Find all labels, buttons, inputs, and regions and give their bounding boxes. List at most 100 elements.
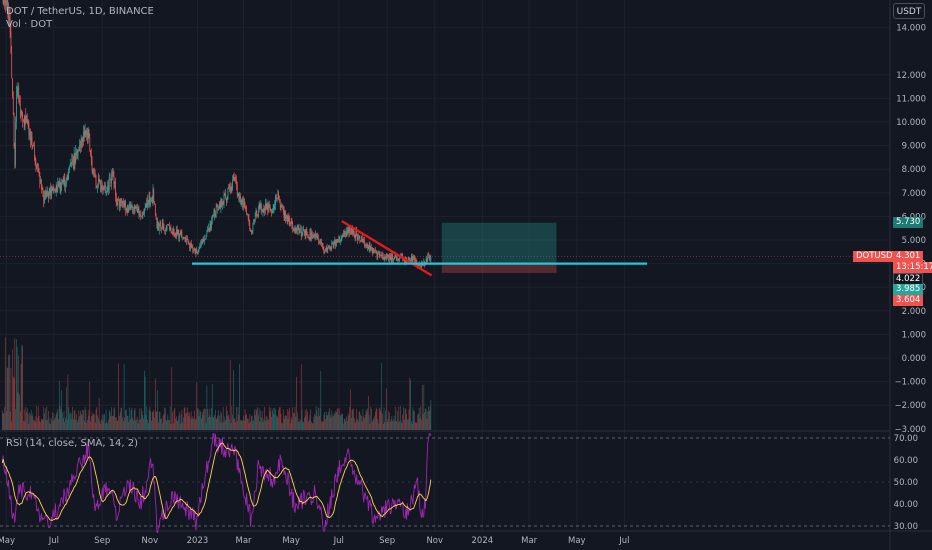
candle-body	[149, 196, 151, 205]
candle-body	[169, 227, 171, 229]
volume-bar	[101, 414, 103, 430]
volume-bar	[216, 418, 218, 430]
candle-body	[229, 184, 231, 191]
candle-body	[201, 241, 203, 244]
candle-body	[223, 193, 225, 205]
candle-body	[29, 130, 31, 136]
volume-bar	[353, 408, 354, 430]
volume-bar	[47, 419, 48, 430]
volume-bar	[386, 422, 388, 430]
volume-bar	[333, 413, 335, 430]
volume-bar	[41, 419, 43, 430]
volume-bar	[236, 406, 237, 430]
stop-price-tag: 3.604	[893, 295, 924, 306]
volume-bar	[425, 408, 426, 430]
volume-bar	[317, 416, 319, 430]
volume-bar	[39, 420, 41, 430]
time-tick-label: 2023	[187, 536, 209, 546]
volume-bar	[339, 415, 341, 430]
candle-body	[351, 228, 353, 234]
candle-body	[112, 172, 113, 175]
candle-body	[342, 235, 343, 237]
volume-bar	[380, 410, 382, 430]
price-tick-label: 9.000	[902, 142, 926, 152]
symbol-legend[interactable]: DOT / TetherUS, 1D, BINANCE	[6, 6, 154, 17]
candle-body	[260, 205, 262, 208]
volume-bar	[40, 422, 41, 430]
candle-body	[127, 208, 129, 213]
candle-body	[403, 260, 405, 263]
candle-body	[174, 233, 176, 235]
drawing-lines[interactable]	[192, 220, 648, 277]
candle-body	[151, 200, 152, 202]
candle-body	[350, 228, 352, 234]
candle-body	[225, 197, 227, 202]
currency-button[interactable]: USDT	[893, 3, 925, 19]
candle-body	[84, 130, 86, 136]
volume-bar	[53, 413, 55, 430]
candle-body	[25, 116, 27, 117]
volume-bar	[297, 421, 299, 430]
volume-bar	[5, 411, 7, 430]
candle-body	[27, 119, 29, 125]
candle-body	[193, 250, 195, 252]
volume-bar	[145, 415, 147, 430]
candle-body	[158, 221, 159, 231]
volume-bar	[26, 411, 27, 430]
long-position-tool[interactable]	[441, 222, 557, 273]
candle-body	[285, 212, 287, 219]
volume-bar	[128, 421, 130, 430]
candle-body	[318, 238, 319, 241]
rsi-tick-label: 50.00	[894, 478, 918, 488]
volume-legend[interactable]: Vol · DOT	[6, 19, 53, 30]
volume-bars	[1, 337, 432, 430]
volume-bar	[133, 420, 134, 430]
volume-bar	[105, 423, 106, 430]
volume-bar	[16, 339, 17, 430]
candle-body	[177, 229, 179, 235]
volume-bar	[314, 414, 315, 430]
volume-bar	[400, 421, 402, 430]
volume-bar	[329, 414, 331, 430]
volume-bar	[97, 415, 98, 430]
candle-body	[235, 178, 237, 181]
volume-bar	[38, 415, 40, 430]
volume-bar	[169, 406, 171, 430]
volume-bar	[54, 419, 55, 430]
candle-body	[54, 189, 55, 191]
candle-body	[380, 255, 382, 256]
volume-bar	[368, 414, 370, 430]
volume-bar	[193, 410, 195, 430]
volume-bar	[421, 384, 423, 430]
candle-body	[90, 155, 92, 160]
volume-bar	[376, 409, 378, 430]
volume-bar	[149, 406, 151, 430]
candle-body	[399, 256, 400, 261]
volume-bar	[7, 368, 9, 430]
volume-bar	[133, 410, 135, 430]
candle-body	[234, 178, 236, 180]
time-axis[interactable]: May Jul Sep Nov 2023 Mar May Jul Sep Nov 2024 Mar Ma…	[0, 536, 630, 546]
volume-bar	[398, 406, 400, 430]
candle-body	[215, 206, 217, 214]
candle-body	[375, 249, 376, 251]
candle-body	[87, 129, 89, 140]
rsi-legend[interactable]: RSI (14, close, SMA, 14, 2)	[6, 438, 139, 449]
volume-bar	[311, 421, 312, 430]
volume-bar	[186, 407, 188, 430]
volume-bar	[154, 417, 155, 430]
candle-body	[206, 230, 208, 235]
time-tick-label: Mar	[235, 536, 252, 546]
candle-body	[56, 186, 58, 191]
candle-body	[282, 205, 284, 211]
volume-bar	[307, 421, 309, 430]
volume-bar	[80, 410, 81, 430]
volume-bar	[378, 408, 380, 430]
volume-bar	[95, 409, 97, 430]
volume-bar	[240, 420, 242, 430]
candle-body	[314, 233, 316, 237]
volume-bar	[303, 421, 304, 430]
candle-body	[390, 256, 392, 261]
candle-body	[182, 237, 183, 239]
